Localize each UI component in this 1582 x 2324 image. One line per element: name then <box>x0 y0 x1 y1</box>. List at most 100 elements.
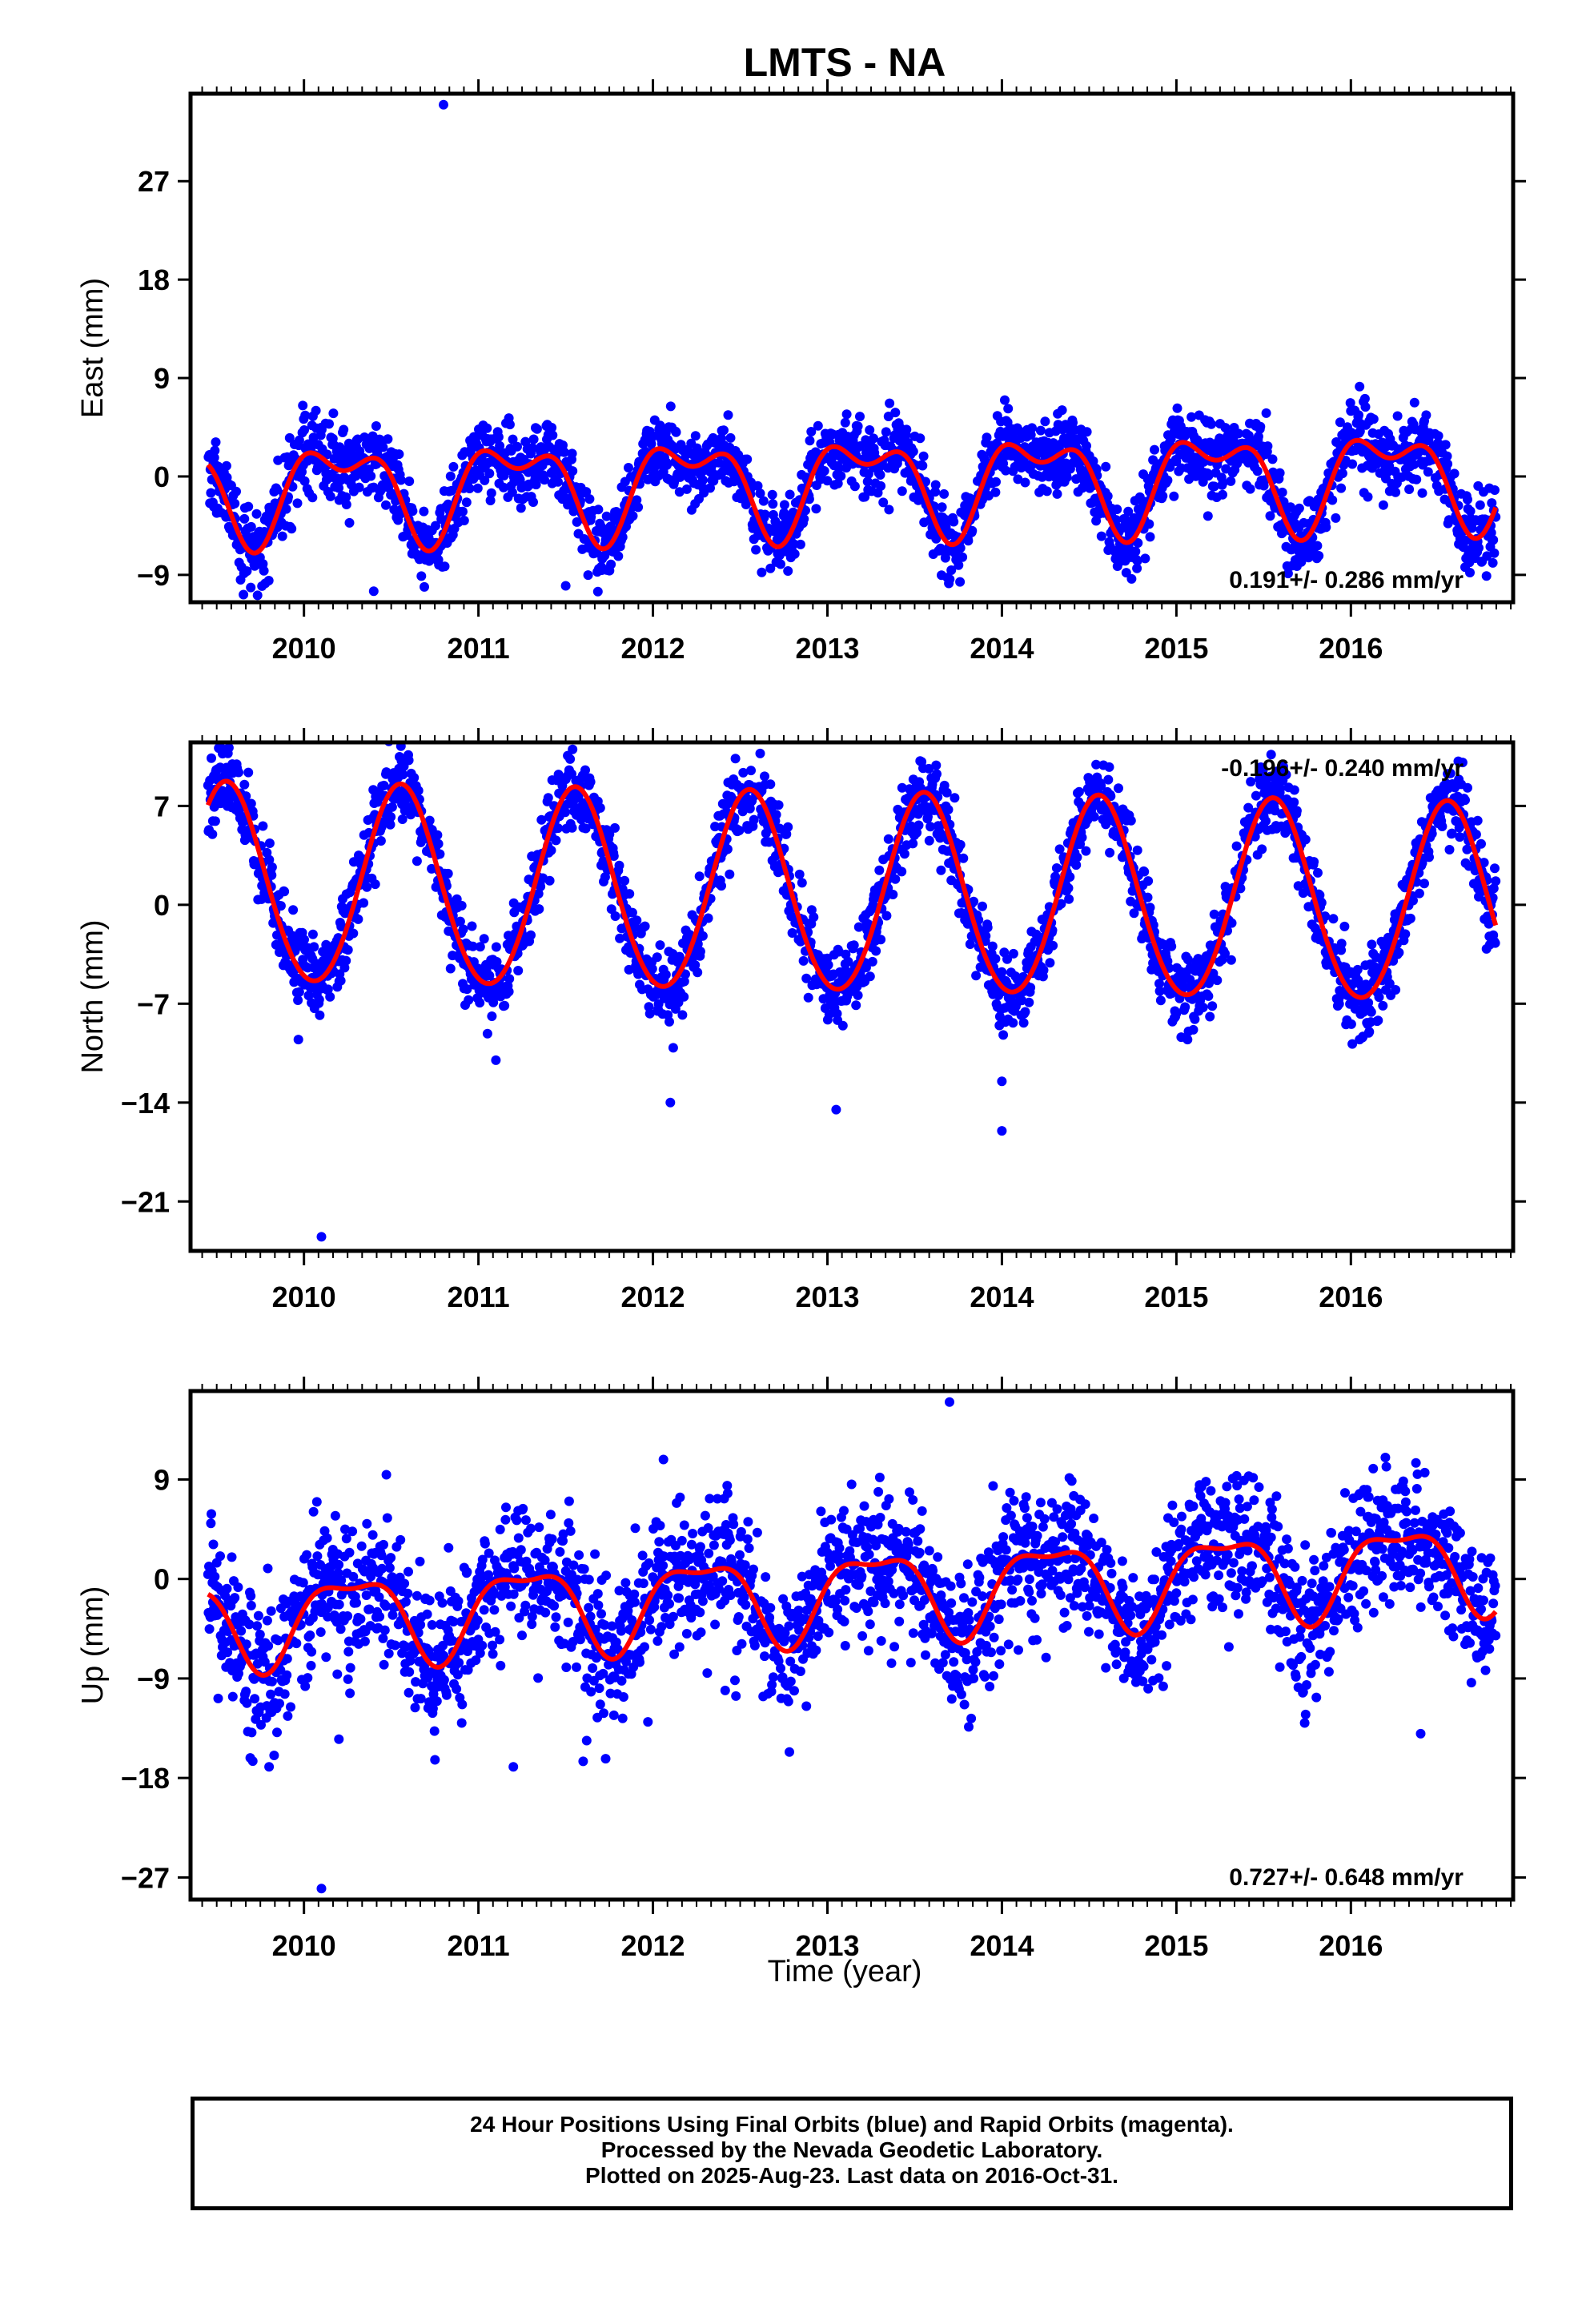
data-point <box>1132 845 1142 855</box>
data-point <box>1359 393 1370 404</box>
data-point <box>1363 492 1373 502</box>
data-point <box>1104 762 1114 772</box>
data-point <box>1166 434 1176 444</box>
data-point <box>547 423 557 432</box>
data-point <box>1203 471 1214 481</box>
data-point <box>353 914 363 924</box>
data-point <box>1346 1019 1356 1029</box>
data-point <box>325 491 335 501</box>
data-point <box>1162 475 1173 485</box>
data-point <box>806 905 817 915</box>
data-point <box>536 882 546 891</box>
data-point <box>644 1008 655 1019</box>
data-point <box>783 822 793 832</box>
data-point <box>1331 513 1341 523</box>
data-point <box>1316 898 1327 908</box>
data-point <box>1234 428 1243 439</box>
data-point <box>1003 404 1014 414</box>
data-point <box>581 487 592 497</box>
data-point <box>495 440 505 451</box>
data-point <box>322 449 332 460</box>
data-point <box>239 779 250 790</box>
data-point <box>455 916 465 927</box>
data-point <box>445 963 456 974</box>
data-point <box>325 991 335 1002</box>
data-point <box>822 476 833 486</box>
data-point <box>443 868 453 879</box>
data-point <box>627 907 637 918</box>
data-point <box>810 447 821 457</box>
data-point <box>1220 423 1231 433</box>
data-point <box>604 829 615 839</box>
data-point <box>1155 995 1166 1006</box>
data-point <box>339 424 349 435</box>
data-point <box>749 814 759 825</box>
data-point <box>662 460 672 470</box>
data-point <box>567 448 577 459</box>
data-point <box>912 827 922 838</box>
data-point <box>811 504 821 514</box>
data-point <box>1336 483 1347 493</box>
data-point <box>1048 940 1058 951</box>
data-point <box>738 767 749 778</box>
data-point <box>674 487 685 497</box>
data-point <box>293 1035 303 1045</box>
data-point <box>753 480 763 491</box>
data-point <box>884 505 894 515</box>
data-point <box>833 463 844 473</box>
data-point <box>617 532 628 542</box>
y-tick-label: 0 <box>154 889 170 922</box>
data-point <box>583 570 593 581</box>
data-point <box>783 566 793 576</box>
data-point <box>608 851 619 861</box>
data-point <box>540 475 549 485</box>
data-point <box>806 427 817 436</box>
data-point <box>908 446 918 456</box>
data-point <box>1328 914 1339 924</box>
data-point <box>1020 477 1030 488</box>
data-point <box>1347 1039 1358 1049</box>
data-point <box>1321 522 1331 533</box>
outlier-point <box>316 1232 327 1242</box>
data-point <box>528 497 538 507</box>
data-point <box>1013 474 1023 485</box>
y-tick-label: 27 <box>138 165 170 198</box>
data-point <box>1068 417 1078 428</box>
data-point <box>785 489 795 500</box>
data-point <box>1081 846 1091 856</box>
data-point <box>246 521 256 532</box>
data-point <box>1471 830 1481 839</box>
data-point <box>1226 955 1236 965</box>
data-point <box>251 509 262 519</box>
data-point <box>1408 895 1418 906</box>
data-point <box>1253 432 1263 442</box>
data-point <box>1354 410 1363 420</box>
data-point <box>1082 440 1091 451</box>
x-tick-label: 2010 <box>272 632 336 665</box>
data-point <box>1063 883 1074 893</box>
data-point <box>1082 427 1092 437</box>
data-point <box>971 971 982 981</box>
data-point <box>610 911 620 921</box>
data-point <box>292 498 303 509</box>
data-point <box>1447 828 1457 838</box>
data-point <box>1314 551 1324 561</box>
data-point <box>1235 883 1246 894</box>
data-point <box>690 431 701 441</box>
data-point <box>874 865 885 875</box>
data-point <box>239 589 249 600</box>
model-fit-line <box>206 437 1499 556</box>
data-point <box>567 822 577 833</box>
data-point <box>385 819 396 830</box>
data-point <box>354 482 364 493</box>
data-point <box>1462 844 1472 854</box>
data-point <box>943 805 954 814</box>
data-point <box>1045 958 1055 968</box>
data-point <box>1112 505 1122 514</box>
data-point <box>264 838 275 848</box>
data-point <box>890 874 901 884</box>
data-point <box>795 539 805 549</box>
data-point <box>1209 481 1219 492</box>
data-point <box>1154 986 1165 996</box>
data-point <box>901 424 912 435</box>
